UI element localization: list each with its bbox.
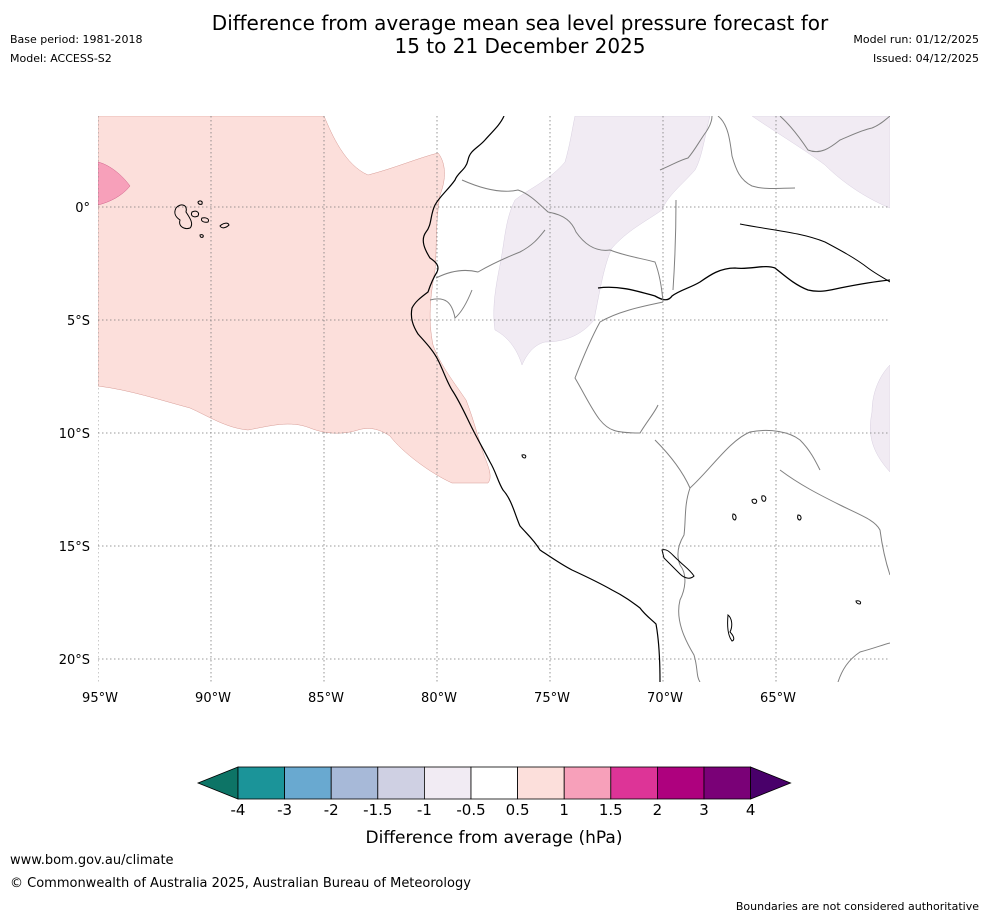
legend-extend-low <box>196 766 239 800</box>
legend-tick-label: -4 <box>231 801 246 819</box>
legend-swatch <box>470 766 518 800</box>
border <box>837 642 890 682</box>
anomaly-area-negative-east-edge <box>870 364 890 473</box>
lake <box>732 513 737 521</box>
legend-swatch <box>703 766 751 800</box>
title-line-1: Difference from average mean sea level p… <box>211 11 829 35</box>
latitude-axis: 0° 5°S 10°S 15°S 20°S <box>59 201 90 668</box>
island <box>191 210 199 218</box>
graticule <box>98 116 890 682</box>
lake <box>797 514 802 521</box>
latitude-label: 20°S <box>59 653 90 668</box>
border <box>654 439 701 682</box>
legend-tick-label: 3 <box>699 801 709 819</box>
title-line-2: 15 to 21 December 2025 <box>394 34 646 58</box>
legend-swatch <box>517 766 565 800</box>
lake <box>727 614 735 642</box>
legend-tick-label: 0.5 <box>506 801 530 819</box>
border <box>659 116 713 171</box>
legend-tick-label: -1 <box>417 801 432 819</box>
anomaly-area-negative-west-amazon <box>493 116 711 366</box>
footer-disclaimer: Boundaries are not considered authoritat… <box>735 900 979 913</box>
border <box>574 301 664 434</box>
galapagos-islands <box>174 200 230 238</box>
coastline-south-america <box>410 116 661 682</box>
anomaly-area-negative-northeast <box>751 116 890 209</box>
base-period-text: Base period: 1981-2018 <box>10 33 143 46</box>
border <box>779 116 890 153</box>
legend-swatch <box>237 766 285 800</box>
model-text: Model: ACCESS-S2 <box>10 52 112 65</box>
legend-swatch <box>330 766 379 800</box>
legend-tick-label: -0.5 <box>456 801 485 819</box>
footer-url: www.bom.gov.au/climate <box>10 853 174 868</box>
latitude-label: 0° <box>75 201 90 216</box>
border <box>689 429 821 489</box>
border <box>779 469 890 576</box>
border <box>435 229 546 279</box>
footer-copyright: © Commonwealth of Australia 2025, Austra… <box>10 876 471 891</box>
island <box>219 222 230 229</box>
border <box>672 199 677 291</box>
longitude-label: 75°W <box>534 691 570 706</box>
longitude-label: 65°W <box>760 691 796 706</box>
map-panel <box>98 116 890 682</box>
longitude-axis: 95°W 90°W 85°W 80°W 75°W 70°W 65°W <box>82 691 796 706</box>
legend-swatch <box>657 766 705 800</box>
legend-tick-label: 2 <box>653 801 663 819</box>
legend-swatch <box>423 766 472 800</box>
lake <box>761 495 767 502</box>
lake <box>751 498 758 504</box>
longitude-label: 90°W <box>195 691 231 706</box>
country-borders <box>429 116 890 682</box>
amazon-river <box>597 265 890 301</box>
border <box>461 179 664 303</box>
latitude-label: 15°S <box>59 540 90 555</box>
island <box>174 204 193 229</box>
lake-titicaca <box>661 549 695 579</box>
island <box>201 217 209 223</box>
legend-swatch <box>284 766 332 800</box>
border <box>717 116 796 189</box>
anomaly-area-positive-1-1.5 <box>98 161 131 206</box>
legend-tick-label: 1.5 <box>599 801 623 819</box>
lake <box>855 600 862 605</box>
lake <box>521 454 527 459</box>
color-legend: -4 -3 -2 -1.5 -1 -0.5 0.5 1 1.5 2 3 4 Difference fro… <box>196 766 792 848</box>
issued-text: Issued: 04/12/2025 <box>872 52 979 65</box>
anomaly-area-positive-0.5-1 <box>98 116 491 484</box>
longitude-label: 70°W <box>647 691 683 706</box>
lakes <box>521 454 862 642</box>
legend-tick-label: 4 <box>746 801 756 819</box>
legend-swatch <box>610 766 658 800</box>
legend-tick-label: -1.5 <box>363 801 392 819</box>
legend-title: Difference from average (hPa) <box>366 828 623 848</box>
island <box>199 234 204 238</box>
map-title: Difference from average mean sea level p… <box>0 12 988 58</box>
longitude-label: 80°W <box>421 691 457 706</box>
island <box>197 200 203 205</box>
longitude-label: 85°W <box>308 691 344 706</box>
border <box>429 289 473 319</box>
amazon-river-branch <box>739 223 890 283</box>
model-run-text: Model run: 01/12/2025 <box>853 33 979 46</box>
legend-swatch <box>563 766 612 800</box>
longitude-label: 95°W <box>82 691 118 706</box>
legend-swatch <box>377 766 425 800</box>
legend-tick-label: -3 <box>277 801 292 819</box>
legend-extend-high <box>750 766 792 800</box>
latitude-label: 10°S <box>59 427 90 442</box>
legend-tick-label: 1 <box>559 801 569 819</box>
legend-tick-label: -2 <box>324 801 339 819</box>
latitude-label: 5°S <box>67 314 90 329</box>
